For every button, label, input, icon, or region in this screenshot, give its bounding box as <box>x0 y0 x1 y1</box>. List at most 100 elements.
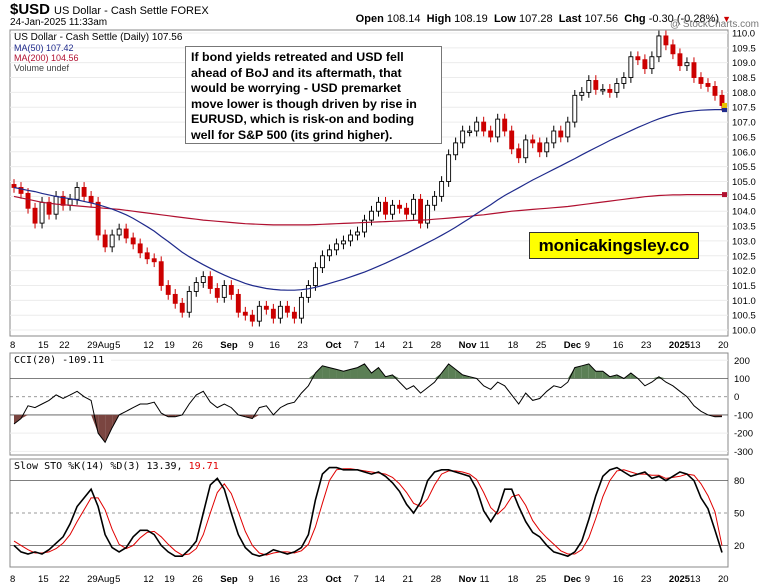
candle-body <box>214 288 220 298</box>
x-tick-label-bottom: 15 <box>38 574 49 585</box>
x-tick-label-bottom: 23 <box>297 574 308 585</box>
cci-overbought-fill <box>350 367 358 379</box>
cci-overbought-fill <box>315 365 323 379</box>
cci-y-tick-label: 0 <box>734 392 739 403</box>
cci-overbought-fill <box>441 363 449 379</box>
chg-label: Chg <box>624 13 646 25</box>
cci-y-tick-label: -200 <box>734 429 753 440</box>
candle-body <box>558 130 564 138</box>
sto-title-d: 19.71 <box>189 461 219 472</box>
candle-body <box>11 184 17 188</box>
candle-body <box>376 201 381 212</box>
x-tick-label: 19 <box>164 340 175 351</box>
x-tick-label: 23 <box>641 340 652 351</box>
candle-body <box>158 261 164 286</box>
timestamp: 24-Jan-2025 11:33am <box>10 17 108 28</box>
x-tick-label: 20 <box>718 340 729 351</box>
last-value: 107.56 <box>584 13 619 25</box>
x-tick-label-bottom: 23 <box>641 574 652 585</box>
candle-body <box>137 243 143 254</box>
price-y-tick-label: 103.0 <box>732 236 756 247</box>
x-tick-label: 28 <box>431 340 442 351</box>
cci-overbought-fill <box>329 367 337 379</box>
price-y-tick-label: 108.0 <box>732 88 756 99</box>
candle-body <box>446 154 452 182</box>
x-tick-label: 2025 <box>669 340 691 351</box>
candle-body <box>432 195 438 206</box>
x-tick-label: 8 <box>10 340 15 351</box>
price-y-tick-label: 101.0 <box>732 296 756 307</box>
candle-body <box>481 121 487 132</box>
x-tick-label-bottom: Oct <box>325 574 342 585</box>
cci-overbought-fill <box>392 374 400 379</box>
x-tick-label: 29Aug <box>87 340 114 351</box>
x-tick-label: 7 <box>353 340 358 351</box>
candle-body <box>705 83 711 87</box>
price-y-tick-label: 106.5 <box>732 132 756 143</box>
cci-title-bg <box>11 354 111 365</box>
cci-oversold-fill <box>98 414 106 443</box>
price-y-tick-label: 102.5 <box>732 251 756 262</box>
legend-ma200: MA(200) 104.56 <box>14 53 79 63</box>
x-tick-label: 21 <box>403 340 414 351</box>
candle-body <box>383 201 388 215</box>
sto-y-tick-label: 80 <box>734 476 745 487</box>
x-tick-label-bottom: 11 <box>480 574 490 585</box>
cci-overbought-fill <box>371 367 379 379</box>
sto-title-k: Slow STO %K(14) %D(3) 13.39, <box>14 461 189 472</box>
annotation-box: If bond yields retreated and USD fell ah… <box>185 46 442 144</box>
cci-panel-frame <box>9 352 729 456</box>
candle-body <box>516 148 522 159</box>
cci-overbought-fill <box>455 369 463 379</box>
candle-body <box>200 276 206 283</box>
candle-body <box>130 237 136 245</box>
candle-body <box>88 195 94 203</box>
candle-body <box>390 204 395 215</box>
candle-body <box>46 201 52 215</box>
candle-body <box>488 130 494 138</box>
cci-overbought-fill <box>448 363 456 379</box>
legend-ma50: MA(50) 107.42 <box>14 43 74 53</box>
candle-body <box>460 130 466 144</box>
x-tick-label-bottom: Sep <box>220 574 238 585</box>
candle-body <box>102 234 108 248</box>
candle-body <box>221 285 227 298</box>
cci-y-tick-label: 200 <box>734 356 750 367</box>
cci-overbought-fill <box>567 367 575 379</box>
price-y-tick-label: 107.0 <box>732 118 756 129</box>
candle-body <box>67 198 73 206</box>
candle-body <box>263 305 269 310</box>
x-tick-label: 16 <box>613 340 624 351</box>
candle-body <box>18 187 24 194</box>
x-tick-label-bottom: 8 <box>10 574 15 585</box>
candle-body <box>109 234 115 248</box>
x-tick-label-bottom: Dec <box>564 574 581 585</box>
candle-body <box>712 85 718 96</box>
x-tick-label: 14 <box>375 340 386 351</box>
candle-body <box>193 282 199 292</box>
ticker-text: $USD <box>10 1 51 18</box>
low-label: Low <box>493 13 516 25</box>
ticker-symbol: $USD US Dollar - Cash Settle FOREX <box>10 1 209 18</box>
price-y-tick-label: 100.0 <box>732 326 756 337</box>
x-tick-label: 22 <box>59 340 70 351</box>
candle-body <box>179 302 185 313</box>
high-label: High <box>426 13 452 25</box>
high-value: 108.19 <box>454 13 488 25</box>
sto-d-line <box>13 468 723 556</box>
x-tick-label-bottom: 21 <box>403 574 414 585</box>
candle-body <box>81 187 87 197</box>
chg-value: -0.30 (-0.28%) <box>648 13 720 25</box>
cci-overbought-fill <box>322 365 330 379</box>
candle-body <box>628 56 634 78</box>
candle-body <box>621 77 627 84</box>
x-tick-label: 15 <box>38 340 49 351</box>
ma50-line <box>13 109 722 291</box>
cci-line <box>13 363 723 444</box>
cci-oversold-fill <box>105 414 113 443</box>
price-panel-frame <box>9 29 729 337</box>
price-y-tick-label: 108.5 <box>732 73 756 84</box>
candle-body <box>502 118 508 132</box>
sto-y-tick-label: 50 <box>734 509 745 520</box>
price-y-tick-label: 100.5 <box>732 311 756 322</box>
